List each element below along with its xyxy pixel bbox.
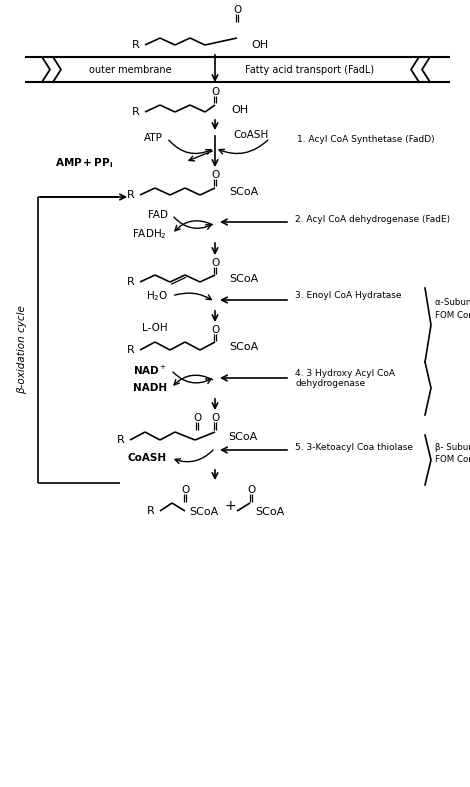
Text: R: R [117, 435, 125, 445]
Text: O: O [181, 485, 189, 495]
Text: $\mathbf{AMP + PP_i}$: $\mathbf{AMP + PP_i}$ [55, 156, 113, 170]
Text: CoASH: CoASH [233, 130, 268, 140]
Text: dehydrogenase: dehydrogenase [295, 379, 365, 389]
Text: NAD$^+$: NAD$^+$ [133, 364, 167, 376]
Text: SCoA: SCoA [229, 342, 258, 352]
Text: O: O [211, 325, 219, 335]
Text: OH: OH [231, 105, 248, 115]
Text: FOM Complex: FOM Complex [435, 311, 470, 320]
Text: SCoA: SCoA [228, 432, 257, 442]
Text: OH: OH [251, 40, 268, 50]
Text: L-OH: L-OH [142, 323, 168, 333]
Text: R: R [147, 506, 155, 516]
Text: 2. Acyl CoA dehydrogenase (FadE): 2. Acyl CoA dehydrogenase (FadE) [295, 215, 450, 224]
Text: SCoA: SCoA [189, 507, 218, 517]
Text: 4. 3 Hydroxy Acyl CoA: 4. 3 Hydroxy Acyl CoA [295, 368, 395, 378]
Text: SCoA: SCoA [255, 507, 284, 517]
Text: FAD: FAD [148, 210, 168, 220]
Text: β- Subunit of (FadA): β- Subunit of (FadA) [435, 444, 470, 453]
Text: O: O [211, 413, 219, 423]
Text: O: O [233, 5, 241, 15]
Text: O: O [211, 258, 219, 268]
Text: β-oxidation cycle: β-oxidation cycle [17, 305, 27, 394]
Text: O: O [211, 87, 219, 97]
Text: 3. Enoyl CoA Hydratase: 3. Enoyl CoA Hydratase [295, 291, 401, 301]
Text: +: + [224, 499, 236, 513]
Text: H$_2$O: H$_2$O [146, 289, 168, 303]
Text: O: O [211, 170, 219, 180]
Text: 5. 3-Ketoacyl Coa thiolase: 5. 3-Ketoacyl Coa thiolase [295, 442, 413, 452]
Text: R: R [132, 40, 140, 50]
Text: 1. Acyl CoA Synthetase (FadD): 1. Acyl CoA Synthetase (FadD) [297, 135, 435, 145]
Text: R: R [132, 107, 140, 117]
Text: SCoA: SCoA [229, 274, 258, 284]
Text: R: R [127, 277, 135, 287]
Text: FOM Complex: FOM Complex [435, 456, 470, 464]
Text: FADH$_2$: FADH$_2$ [132, 227, 167, 241]
Text: outer membrane: outer membrane [89, 65, 171, 75]
Text: SCoA: SCoA [229, 187, 258, 197]
Text: NADH: NADH [133, 383, 167, 393]
Text: O: O [193, 413, 201, 423]
Text: ATP: ATP [144, 133, 163, 143]
Text: R: R [127, 190, 135, 200]
Text: O: O [247, 485, 255, 495]
Text: CoASH: CoASH [128, 453, 167, 463]
Text: Fatty acid transport (FadL): Fatty acid transport (FadL) [245, 65, 375, 75]
Text: α-Subunit of (FadB): α-Subunit of (FadB) [435, 298, 470, 308]
Text: R: R [127, 345, 135, 355]
